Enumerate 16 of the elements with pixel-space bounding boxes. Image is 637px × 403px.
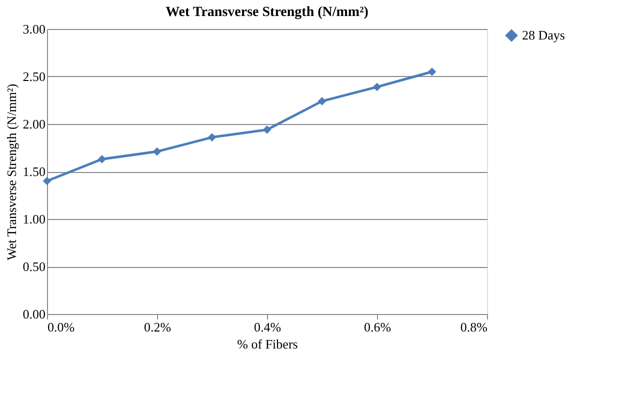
y-tick-label: 2.50 bbox=[22, 69, 46, 84]
y-axis-title: Wet Transverse Strength (N/mm²) bbox=[4, 84, 19, 260]
x-tick-label: 0.8% bbox=[460, 320, 488, 334]
chart-title: Wet Transverse Strength (N/mm²) bbox=[166, 5, 369, 20]
x-tick-label: 0.6% bbox=[364, 320, 392, 334]
legend-label: 28 Days bbox=[522, 28, 565, 42]
x-tick-label: 0.2% bbox=[144, 320, 172, 334]
y-tick-label: 0.00 bbox=[22, 306, 46, 322]
x-tick-label: 0.4% bbox=[254, 320, 282, 334]
y-tick-label: 1.00 bbox=[22, 212, 46, 226]
y-tick-label: 3.00 bbox=[22, 22, 46, 36]
y-tick-label: 2.00 bbox=[22, 116, 46, 132]
y-tick-label: 0.50 bbox=[22, 259, 46, 274]
y-tick-label: 1.50 bbox=[22, 164, 46, 179]
x-axis-title: % of Fibers bbox=[237, 336, 298, 352]
x-tick-label: 0.0% bbox=[48, 320, 75, 334]
